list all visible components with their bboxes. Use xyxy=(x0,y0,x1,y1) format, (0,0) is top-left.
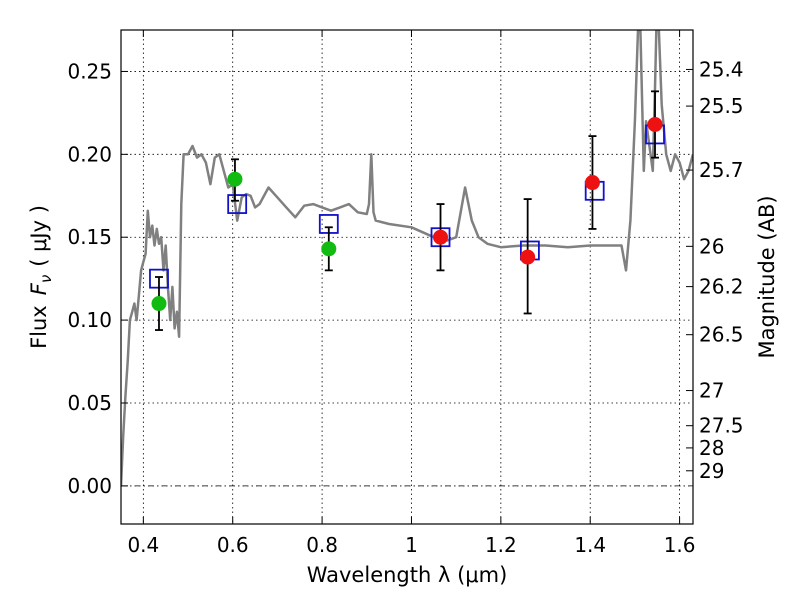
x-tick-label: 0.4 xyxy=(127,533,159,557)
markers xyxy=(149,90,665,331)
y-axis-title-subscript: ν xyxy=(37,275,55,283)
x-tick-label: 0.6 xyxy=(217,533,249,557)
y-tick-label: 0.20 xyxy=(67,142,112,166)
x-tick-label: 1.2 xyxy=(485,533,517,557)
x-tick-label: 1.6 xyxy=(664,533,696,557)
red-data-point xyxy=(520,249,536,265)
right-tick-label: 26.5 xyxy=(699,323,744,347)
green-data-point xyxy=(321,241,337,257)
model-sed-line xyxy=(121,30,693,486)
green-data-point xyxy=(227,171,243,187)
right-tick-label: 26 xyxy=(699,234,724,258)
right-tick-label: 25.5 xyxy=(699,94,744,118)
plot-frame xyxy=(120,29,694,525)
x-tick-label: 1.4 xyxy=(574,533,606,557)
red-data-point xyxy=(584,175,600,191)
right-tick-label: 29 xyxy=(699,459,724,483)
right-tick-label: 25.4 xyxy=(699,57,744,81)
right-tick-label: 26.2 xyxy=(699,275,744,299)
y-tick-label: 0.05 xyxy=(67,391,112,415)
y-tick-label: 0.15 xyxy=(67,225,112,249)
y-axis-title: Flux Fν ( μJy ) xyxy=(27,205,55,349)
green-data-point xyxy=(151,296,167,312)
y-axis-title-text: Flux xyxy=(27,305,51,349)
y-axis-title-symbol: F xyxy=(27,282,51,295)
right-axis-title: Magnitude (AB) xyxy=(755,195,779,358)
y-tick-label: 0.25 xyxy=(67,59,112,83)
model-band-square xyxy=(227,194,248,214)
right-tick-label: 28 xyxy=(699,436,724,460)
right-tick-label: 25.7 xyxy=(699,158,744,182)
y-axis-title-units: ( μJy ) xyxy=(27,205,51,267)
x-tick-label: 0.8 xyxy=(306,533,338,557)
ticks: 0.4 0.6 0.8 1 1.2 1.4 1.6 0.00 0.05 0.10 0.15 0.20 0… xyxy=(67,30,744,557)
y-tick-label: 0.10 xyxy=(67,308,112,332)
right-tick-label: 27.5 xyxy=(699,414,744,438)
grid xyxy=(121,30,693,524)
plot-area xyxy=(121,30,693,486)
y-tick-label: 0.00 xyxy=(67,474,112,498)
red-data-point xyxy=(433,229,449,245)
x-axis-title: Wavelength λ (μm) xyxy=(307,563,508,587)
right-tick-label: 27 xyxy=(699,379,724,403)
x-tick-label: 1 xyxy=(405,533,418,557)
red-data-point xyxy=(647,116,663,132)
